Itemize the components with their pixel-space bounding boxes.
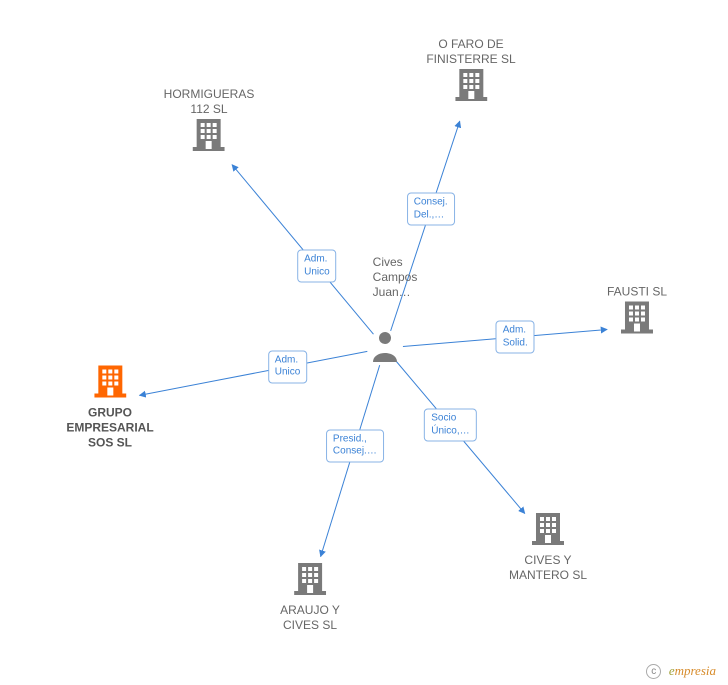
building-icon (164, 117, 255, 155)
edge-label-civesmantero: Socio Único,… (424, 409, 476, 442)
center-node-label: Cives Campos Juan… (373, 255, 418, 300)
center-node (371, 330, 399, 366)
edge-civesmantero (397, 362, 525, 514)
edge-label-grupo: Adm. Unico (268, 350, 308, 383)
edge-hormigueras (232, 165, 373, 335)
company-node-hormigueras: HORMIGUERAS 112 SL (164, 83, 255, 155)
company-label: ARAUJO Y CIVES SL (280, 603, 340, 633)
copyright-icon: c (646, 664, 661, 679)
building-icon (509, 511, 587, 549)
company-label: HORMIGUERAS 112 SL (164, 87, 255, 117)
edge-fausti (403, 329, 607, 346)
company-label: O FARO DE FINISTERRE SL (426, 37, 515, 67)
building-icon (280, 561, 340, 599)
brand-name: mpresia (675, 663, 716, 678)
company-node-ofaro: O FARO DE FINISTERRE SL (426, 33, 515, 105)
diagram-canvas: Cives Campos Juan… HORMIGUERAS 112 SL O … (0, 0, 728, 685)
company-node-fausti: FAUSTI SL (607, 281, 667, 338)
footer-credit: c empresia (646, 663, 716, 679)
company-node-civesmantero: CIVES Y MANTERO SL (509, 511, 587, 583)
company-node-grupo: GRUPO EMPRESARIAL SOS SL (66, 364, 153, 451)
edge-label-araujo: Presid., Consej.… (326, 429, 384, 462)
edge-grupo (139, 351, 367, 395)
company-label: CIVES Y MANTERO SL (509, 553, 587, 583)
person-icon (371, 330, 399, 362)
company-label: FAUSTI SL (607, 285, 667, 300)
building-icon (607, 300, 667, 338)
company-label: GRUPO EMPRESARIAL SOS SL (66, 406, 153, 451)
building-icon (426, 67, 515, 105)
edge-label-fausti: Adm. Solid. (496, 321, 535, 354)
building-icon (66, 364, 153, 402)
company-node-araujo: ARAUJO Y CIVES SL (280, 561, 340, 633)
edge-araujo (321, 365, 380, 556)
edges-layer (0, 0, 728, 685)
edge-label-hormigueras: Adm. Unico (297, 250, 337, 283)
edge-label-ofaro: Consej. Del.,… (407, 193, 455, 226)
